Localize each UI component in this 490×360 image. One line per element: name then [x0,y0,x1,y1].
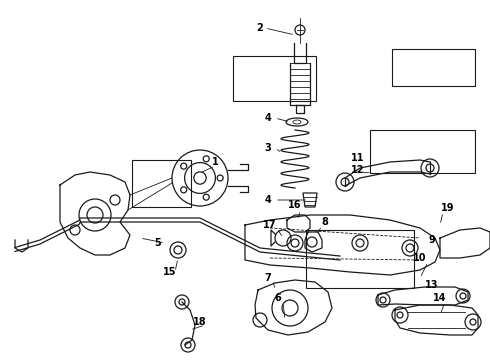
Bar [132,160,191,207]
Text: 11: 11 [351,153,365,163]
Text: 3: 3 [265,143,271,153]
Bar [306,230,414,288]
Text: 6: 6 [274,293,281,303]
Text: 17: 17 [263,220,277,230]
Text: 7: 7 [265,273,271,283]
Text: 19: 19 [441,203,455,213]
Text: 15: 15 [163,267,177,277]
Text: 1: 1 [212,157,219,167]
Text: 8: 8 [321,217,328,227]
Text: 13: 13 [425,280,439,290]
Text: 4: 4 [265,195,271,205]
Text: 16: 16 [288,200,302,210]
Text: 9: 9 [429,235,436,245]
Text: 10: 10 [413,253,427,263]
Text: 5: 5 [155,238,161,248]
Bar [392,49,475,86]
Text: 4: 4 [265,113,271,123]
Text: 2: 2 [257,23,264,33]
Text: 14: 14 [433,293,447,303]
Bar [370,130,475,173]
Text: 12: 12 [351,165,365,175]
Text: 18: 18 [193,317,207,327]
Bar [233,56,316,101]
